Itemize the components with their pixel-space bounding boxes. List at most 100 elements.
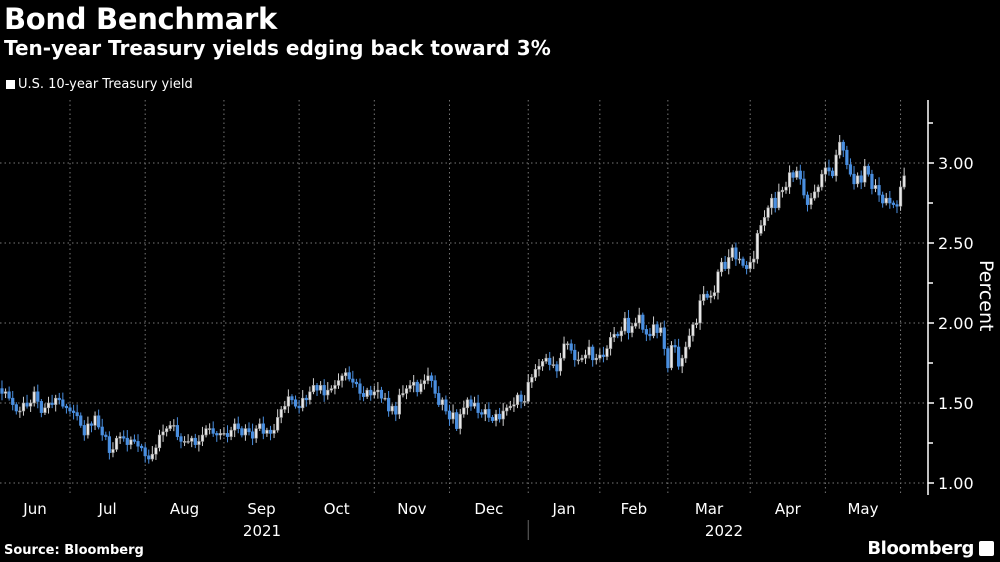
candle-up bbox=[204, 428, 208, 436]
candle-up bbox=[523, 401, 527, 403]
candle-up bbox=[530, 377, 534, 383]
candle-down bbox=[569, 343, 573, 351]
candle-up bbox=[426, 375, 430, 381]
candle-down bbox=[870, 173, 874, 189]
candle-up bbox=[612, 333, 616, 338]
candle-down bbox=[555, 364, 559, 372]
candle-up bbox=[197, 441, 201, 445]
candle-up bbox=[630, 325, 634, 333]
candle-up bbox=[766, 207, 770, 218]
candle-up bbox=[46, 402, 51, 409]
candle-down bbox=[322, 385, 326, 396]
candle-up bbox=[419, 383, 423, 393]
candle-down bbox=[7, 391, 11, 399]
candle-down bbox=[75, 412, 79, 417]
candles bbox=[0, 135, 906, 464]
candle-up bbox=[820, 173, 824, 188]
candle-up bbox=[114, 437, 119, 450]
candle-up bbox=[329, 388, 333, 391]
candle-up bbox=[18, 410, 22, 413]
candle-down bbox=[136, 441, 140, 447]
candle-up bbox=[716, 271, 720, 293]
candle-down bbox=[866, 165, 870, 175]
candle-down bbox=[351, 378, 355, 383]
candle-up bbox=[397, 394, 401, 415]
candle-up bbox=[165, 428, 169, 433]
candle-up bbox=[540, 361, 545, 367]
candle-down bbox=[211, 428, 215, 434]
candle-up bbox=[365, 389, 369, 397]
candle-down bbox=[798, 170, 802, 180]
candle-up bbox=[795, 170, 799, 178]
candle-up bbox=[501, 410, 505, 420]
candle-down bbox=[666, 348, 670, 369]
candle-down bbox=[548, 357, 552, 365]
candle-up bbox=[286, 396, 290, 407]
candle-up bbox=[863, 165, 867, 183]
candle-down bbox=[497, 413, 502, 420]
candle-down bbox=[14, 404, 18, 412]
candle-up bbox=[562, 343, 566, 359]
legend-swatch bbox=[6, 80, 15, 89]
candle-up bbox=[748, 261, 752, 269]
candle-down bbox=[225, 433, 230, 437]
candle-down bbox=[734, 247, 738, 260]
candle-up bbox=[680, 357, 684, 367]
y-tick-label: 2.50 bbox=[938, 234, 974, 253]
candle-up bbox=[462, 407, 466, 415]
candle-up bbox=[777, 191, 781, 209]
candle-up bbox=[659, 327, 663, 333]
candle-up bbox=[752, 258, 756, 263]
candle-up bbox=[684, 346, 688, 359]
candle-up bbox=[558, 357, 563, 372]
candle-up bbox=[272, 429, 276, 434]
candle-up bbox=[129, 439, 133, 445]
candle-up bbox=[32, 391, 36, 404]
candle-up bbox=[755, 233, 759, 260]
candle-up bbox=[698, 300, 702, 324]
candle-up bbox=[200, 434, 205, 442]
candle-down bbox=[379, 389, 384, 399]
candle-down bbox=[57, 397, 61, 401]
bloomberg-logo-icon bbox=[979, 541, 994, 556]
candle-down bbox=[293, 399, 298, 407]
x-tick-label: Jan bbox=[551, 500, 575, 518]
candle-up bbox=[29, 402, 33, 407]
candle-down bbox=[354, 381, 359, 385]
candle-down bbox=[845, 149, 849, 165]
candle-up bbox=[390, 405, 394, 412]
candle-up bbox=[823, 167, 827, 175]
candle-up bbox=[515, 394, 520, 405]
candle-up bbox=[412, 381, 416, 386]
candle-up bbox=[623, 317, 627, 332]
candle-down bbox=[827, 167, 831, 172]
candle-up bbox=[634, 322, 638, 327]
candle-down bbox=[268, 429, 273, 434]
candle-down bbox=[881, 194, 885, 204]
candle-up bbox=[54, 397, 58, 405]
candle-up bbox=[301, 397, 305, 409]
candle-down bbox=[655, 324, 659, 333]
candle-down bbox=[673, 345, 677, 348]
candle-up bbox=[208, 428, 212, 430]
x-tick-label: Dec bbox=[474, 500, 503, 518]
candle-up bbox=[186, 441, 190, 443]
candle-up bbox=[619, 330, 623, 337]
candle-down bbox=[71, 410, 76, 413]
candle-up bbox=[283, 405, 287, 410]
candle-up bbox=[512, 404, 516, 407]
candle-up bbox=[691, 324, 695, 337]
candle-down bbox=[132, 439, 137, 442]
candle-up bbox=[813, 191, 817, 199]
candle-down bbox=[122, 436, 126, 439]
candle-down bbox=[891, 202, 895, 205]
candle-up bbox=[451, 412, 455, 420]
candle-up bbox=[150, 453, 154, 460]
candle-up bbox=[855, 175, 860, 185]
candle-up bbox=[898, 186, 903, 207]
candle-up bbox=[340, 375, 344, 381]
candle-up bbox=[86, 423, 90, 436]
candle-up bbox=[311, 385, 316, 393]
candle-down bbox=[723, 261, 727, 269]
candle-up bbox=[472, 402, 477, 407]
